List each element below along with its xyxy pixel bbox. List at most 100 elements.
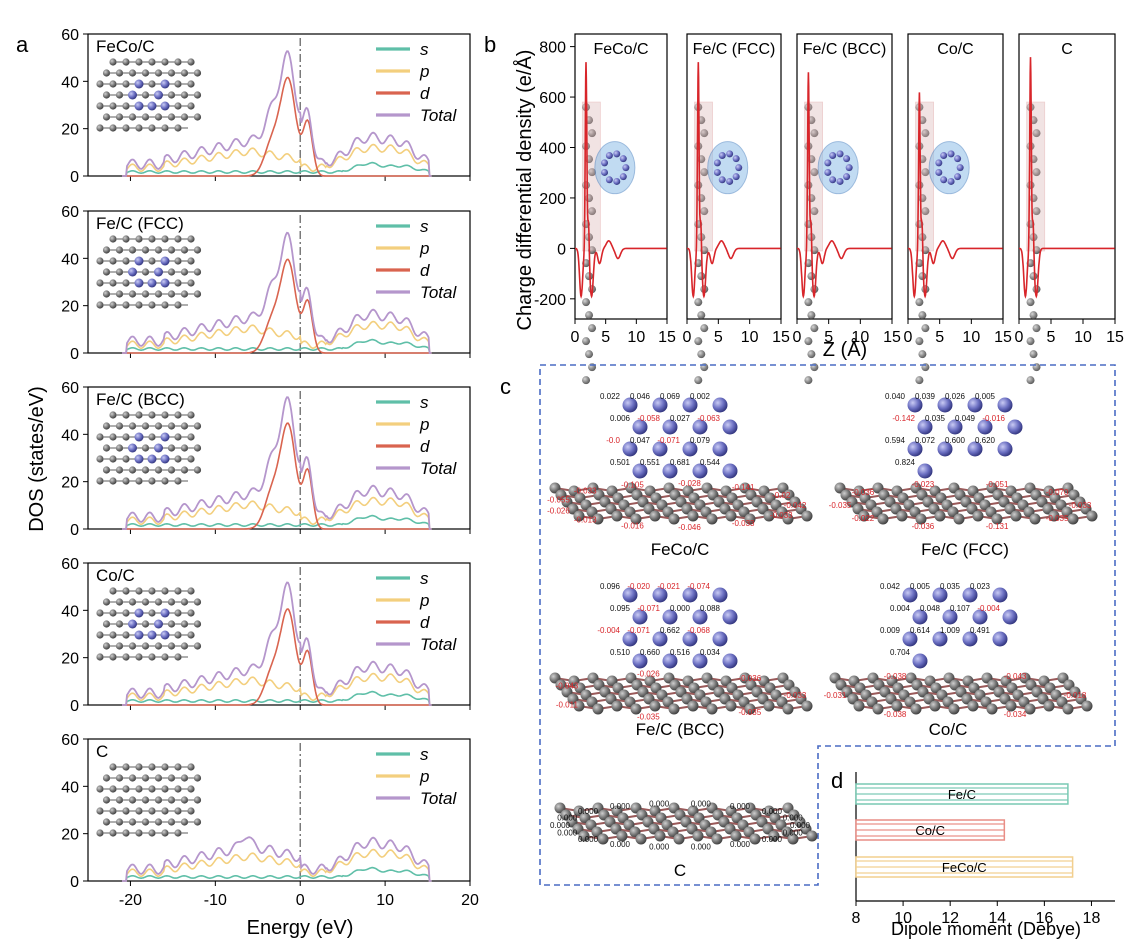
charge-ytick-label: -200 bbox=[534, 292, 566, 309]
metal-atom bbox=[160, 630, 170, 640]
dos-ytick-label: 0 bbox=[70, 169, 79, 186]
legend-label-s: s bbox=[420, 40, 429, 59]
slab-atom bbox=[588, 129, 597, 138]
carbon-atom bbox=[102, 290, 111, 298]
cluster-atom bbox=[726, 177, 734, 185]
dos-subplot-title: FeCo/C bbox=[96, 37, 155, 56]
dipole-panel: 8 10 12 14 16 18 Fe/C Co/C FeCo/C bbox=[852, 772, 1115, 927]
legend-label-p: p bbox=[419, 591, 429, 610]
carbon-atom bbox=[96, 433, 104, 441]
carbon-atom bbox=[128, 113, 137, 121]
charge-xtick-label: 5 bbox=[1047, 329, 1056, 346]
metal-charge-label: 0.681 bbox=[670, 458, 691, 467]
slab-carbon-atom bbox=[1043, 700, 1055, 712]
charge-subplot: 0 5 10 15 Fe/C (BCC) bbox=[793, 33, 901, 385]
slab-atom bbox=[694, 181, 703, 190]
dos-p-curve bbox=[122, 320, 432, 354]
slab-atom bbox=[585, 272, 594, 281]
metal-cluster-atom bbox=[652, 631, 668, 647]
cluster-atom bbox=[726, 150, 734, 158]
carbon-atom bbox=[167, 69, 176, 77]
slab-atom bbox=[807, 311, 816, 320]
carbon-atom bbox=[167, 466, 176, 474]
dos-ytick-label: 0 bbox=[70, 346, 79, 363]
dos-total-curve bbox=[122, 50, 432, 177]
dos-subplot-title: Fe/C (BCC) bbox=[96, 390, 185, 409]
carbon-atom bbox=[154, 466, 163, 474]
slab-atom bbox=[918, 272, 927, 281]
metal-cluster-atom bbox=[682, 441, 698, 457]
metal-charge-label: 0.005 bbox=[910, 582, 931, 591]
carbon-atom bbox=[174, 411, 182, 419]
dipole-bar-label: Fe/C bbox=[948, 787, 976, 802]
carbon-atom bbox=[148, 124, 156, 132]
carbon-atom bbox=[161, 829, 169, 837]
carbon-charge-label: -0.031 bbox=[824, 691, 847, 700]
carbon-atom bbox=[115, 598, 124, 606]
carbon-charge-label: -0.033 bbox=[574, 486, 597, 495]
legend-label-s: s bbox=[420, 393, 429, 412]
charge-subplot: 0 5 10 15 FeCo/C bbox=[571, 33, 676, 385]
charge-xtick-label: 15 bbox=[658, 329, 676, 346]
carbon-atom bbox=[141, 598, 150, 606]
metal-cluster-atom bbox=[692, 419, 708, 435]
carbon-atom bbox=[193, 620, 202, 628]
carbon-atom bbox=[154, 246, 163, 254]
slab-atom bbox=[807, 272, 816, 281]
metal-charge-label: -0.004 bbox=[977, 604, 1000, 613]
cluster-atom bbox=[954, 173, 962, 181]
carbon-charge-label: -0.055 bbox=[547, 496, 570, 505]
charge-xtick-label: 15 bbox=[772, 329, 790, 346]
cluster-atom bbox=[713, 159, 721, 167]
metal-charge-label: 0.006 bbox=[610, 414, 631, 423]
metal-cluster-atom bbox=[937, 397, 953, 413]
structure-model: -0.042-0.033-0.033-0.046-0.016-0.013-0.0… bbox=[547, 392, 813, 559]
slab-carbon-atom bbox=[858, 510, 870, 522]
carbon-atom bbox=[148, 80, 156, 88]
slab-carbon-atom bbox=[1048, 510, 1060, 522]
slab-carbon-atom bbox=[725, 700, 737, 712]
carbon-atom bbox=[187, 763, 195, 771]
metal-charge-label: 0.005 bbox=[975, 392, 996, 401]
dos-total-curve bbox=[122, 836, 432, 882]
legend-label-p: p bbox=[419, 239, 429, 258]
metal-cluster-atom bbox=[662, 463, 678, 479]
metal-cluster-atom bbox=[902, 587, 918, 603]
charge-axes-frame bbox=[1018, 33, 1116, 320]
slab-carbon-atom bbox=[611, 700, 623, 712]
slab-carbon-atom bbox=[706, 703, 718, 715]
slab-carbon-atom bbox=[934, 510, 946, 522]
carbon-charge-label: -0.038 bbox=[884, 710, 907, 719]
metal-atom bbox=[160, 101, 170, 111]
charge-curve bbox=[575, 62, 667, 299]
dos-subplot: 0 20 40 60 Fe/C (BCC) spd Total bbox=[61, 380, 471, 539]
metal-cluster-atom bbox=[632, 419, 648, 435]
carbon-atom bbox=[180, 290, 189, 298]
slab-carbon-atom bbox=[782, 513, 794, 525]
metal-atom bbox=[134, 101, 144, 111]
structures-dashed-frame bbox=[539, 364, 1116, 886]
dos-ytick-label: 40 bbox=[61, 427, 79, 444]
legend-label-p: p bbox=[419, 767, 429, 786]
carbon-charge-label: -0.016 bbox=[621, 522, 644, 531]
carbon-atom bbox=[122, 80, 130, 88]
carbon-atom bbox=[148, 433, 156, 441]
slab-atom bbox=[1026, 376, 1035, 385]
carbon-atom bbox=[135, 411, 143, 419]
carbon-atom bbox=[96, 279, 104, 287]
dos-ytick-label: 0 bbox=[70, 698, 79, 715]
slab-carbon-atom bbox=[635, 833, 647, 845]
carbon-atom bbox=[115, 796, 124, 804]
cluster-atom bbox=[601, 159, 609, 167]
carbon-atom bbox=[167, 642, 176, 650]
metal-charge-label: -0.071 bbox=[657, 436, 680, 445]
carbon-charge-label: 0.000 bbox=[557, 829, 578, 838]
dos-subplot-title: Fe/C (FCC) bbox=[96, 214, 184, 233]
carbon-atom bbox=[174, 587, 182, 595]
carbon-atom bbox=[109, 102, 117, 110]
carbon-atom bbox=[135, 807, 143, 815]
cluster-atom bbox=[605, 152, 613, 160]
carbon-atom bbox=[115, 422, 124, 430]
metal-cluster-atom bbox=[1002, 609, 1018, 625]
metal-atom bbox=[147, 454, 157, 464]
